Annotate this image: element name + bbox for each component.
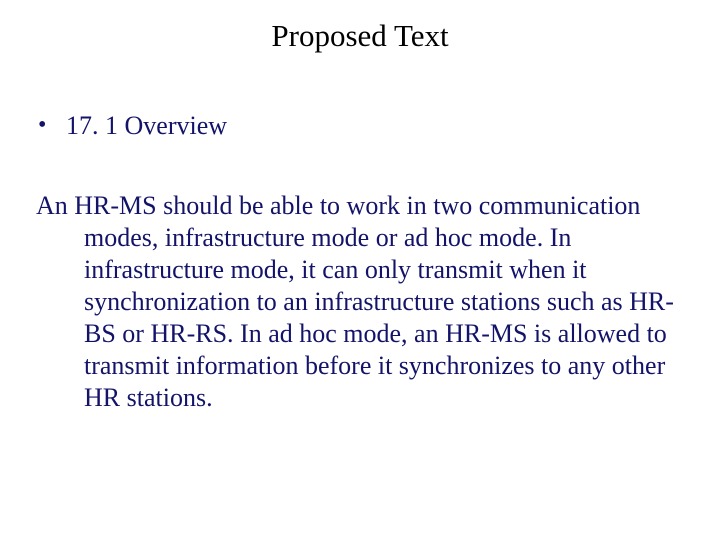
slide: Proposed Text • 17. 1 Overview An HR-MS … [0,0,720,540]
bullet-marker: • [36,110,66,140]
slide-title: Proposed Text [36,18,684,54]
body-paragraph: An HR-MS should be able to work in two c… [36,190,684,414]
body-paragraph-text: An HR-MS should be able to work in two c… [36,190,684,414]
bullet-text: 17. 1 Overview [66,110,227,142]
body-paragraph-wrap: An HR-MS should be able to work in two c… [36,190,684,414]
bullet-item: • 17. 1 Overview [36,110,684,142]
